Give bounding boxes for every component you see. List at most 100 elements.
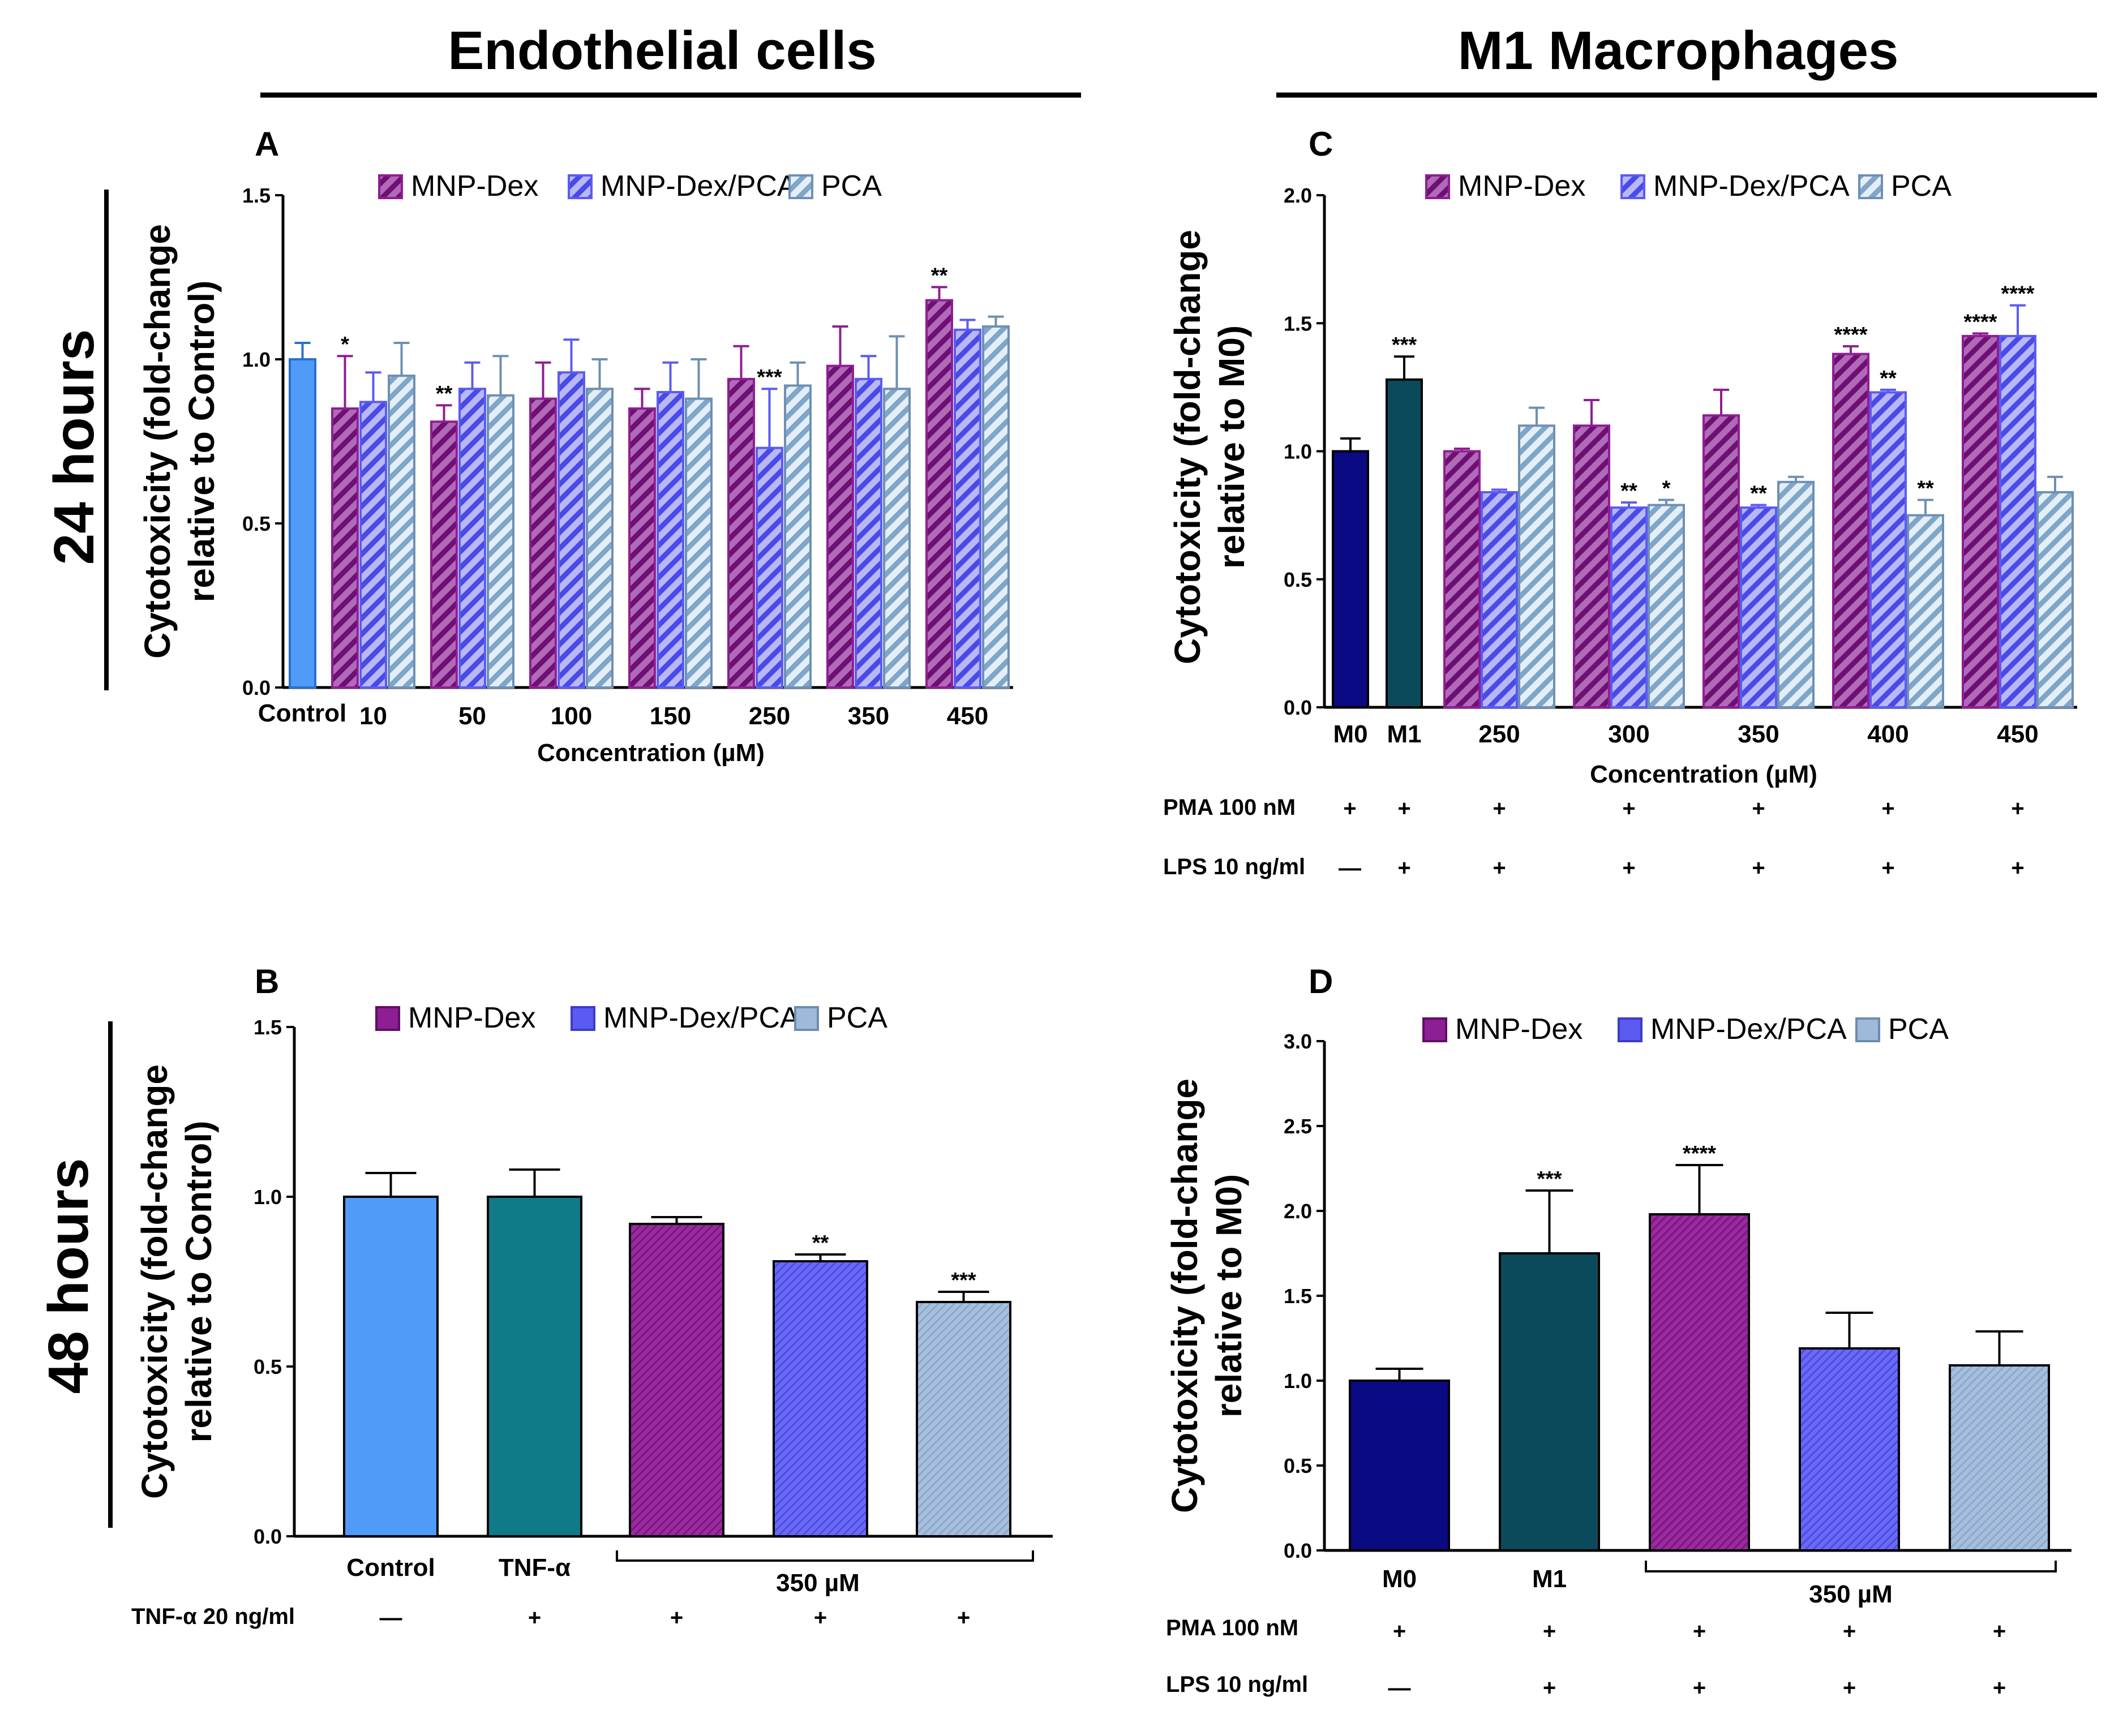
bar xyxy=(1740,506,1777,708)
treatment-mark: — xyxy=(1388,1675,1411,1700)
bar xyxy=(1443,450,1481,708)
legend-swatch xyxy=(1858,174,1883,199)
bar xyxy=(458,388,486,689)
panel-label-c: C xyxy=(1309,125,1333,163)
significance-label: ** xyxy=(1880,367,1897,390)
bar xyxy=(487,394,514,689)
y-tick-label: 1.5 xyxy=(1284,1284,1312,1308)
svg-text:24 hours: 24 hours xyxy=(42,329,106,565)
bar xyxy=(1777,480,1815,708)
y-axis-title-line2: relative to M0) xyxy=(1211,325,1252,569)
time-label-24h: 24 hours xyxy=(42,329,106,565)
bar xyxy=(954,328,981,689)
significance-label: *** xyxy=(757,366,782,389)
y-axis-title: Cytotoxicity (fold-change relative to M0) xyxy=(1167,230,1252,664)
y-tick-label: 0.0 xyxy=(254,1525,282,1548)
legend-label: MNP-Dex/PCA xyxy=(1650,1013,1847,1046)
x-category-label: 450 xyxy=(947,702,988,730)
bar xyxy=(855,377,882,689)
treatment-mark: + xyxy=(1993,1675,2006,1700)
bar xyxy=(359,401,387,689)
treatment-mark: + xyxy=(1752,796,1765,821)
significance-label: **** xyxy=(1963,310,1997,334)
x-category-label: Control xyxy=(258,699,346,727)
treatment-mark: + xyxy=(1881,856,1894,880)
bar xyxy=(343,1196,439,1537)
treatment-mark: + xyxy=(1543,1675,1556,1700)
treatment-mark: + xyxy=(1843,1619,1856,1644)
legend-label: MNP-Dex/PCA xyxy=(601,170,797,203)
bar xyxy=(586,388,614,689)
significance-label: ** xyxy=(1917,476,1934,500)
y-tick-label: 1.0 xyxy=(254,1185,282,1209)
x-category-label: 250 xyxy=(749,702,790,730)
y-tick-label: 1.0 xyxy=(1284,440,1312,463)
treatment-mark: — xyxy=(380,1605,402,1630)
treatment-label: PMA 100 nM xyxy=(1166,1615,1298,1640)
bar xyxy=(773,1260,868,1537)
time-label-48h: 48 hours xyxy=(37,1158,100,1394)
bar xyxy=(685,397,713,689)
bar xyxy=(388,375,415,689)
bar xyxy=(529,397,557,689)
x-axis-title: Concentration (µM) xyxy=(1590,760,1817,788)
bar xyxy=(628,407,656,689)
bar xyxy=(982,325,1010,689)
y-tick-label: 2.5 xyxy=(1284,1115,1312,1138)
legend-label: MNP-Dex xyxy=(408,1002,535,1034)
legend-swatch xyxy=(1618,1017,1642,1042)
legend-swatch xyxy=(375,1006,400,1031)
bar xyxy=(1481,491,1518,709)
bracket-label: 350 µM xyxy=(776,1569,860,1597)
y-axis-title-line2: relative to M0) xyxy=(1208,1174,1249,1417)
significance-label: **** xyxy=(1683,1142,1716,1166)
bar xyxy=(1869,391,1907,708)
significance-label: ** xyxy=(931,264,948,287)
y-tick-label: 0.0 xyxy=(242,676,271,699)
x-category-label: 350 xyxy=(1738,720,1779,748)
bar xyxy=(883,388,911,689)
significance-label: ** xyxy=(436,382,453,406)
bar xyxy=(1386,378,1423,708)
bracket-label: 350 µM xyxy=(1809,1580,1893,1608)
legend-swatch xyxy=(1425,174,1450,199)
y-tick-label: 1.0 xyxy=(1284,1369,1312,1393)
x-category-label: 150 xyxy=(650,702,691,730)
treatment-mark: + xyxy=(1843,1675,1856,1700)
bar xyxy=(1349,1380,1450,1552)
bar xyxy=(1832,353,1869,708)
treatment-label: LPS 10 ng/ml xyxy=(1166,1672,1308,1697)
treatment-mark: + xyxy=(1397,856,1410,880)
panel-c: C 0.0 0.5 1.0 1.5 2.0 Cytotoxicity (fold-chan… xyxy=(1163,125,2077,880)
panel-label-a: A xyxy=(255,125,279,163)
legend-swatch xyxy=(1422,1017,1447,1042)
significance-label: **** xyxy=(2001,282,2034,306)
legend-swatch xyxy=(1620,174,1645,199)
significance-label: *** xyxy=(1392,333,1417,357)
bracket xyxy=(1645,1561,2057,1572)
y-tick-label: 1.5 xyxy=(254,1016,282,1039)
bar xyxy=(1962,334,1999,708)
significance-label: *** xyxy=(1537,1167,1562,1191)
x-category-label: M0 xyxy=(1382,1565,1417,1593)
y-axis-title-line1: Cytotoxicity (fold-change xyxy=(1164,1078,1205,1513)
y-axis-title-line1: Cytotoxicity (fold-change xyxy=(134,1064,175,1499)
significance-label: * xyxy=(1662,476,1671,500)
significance-label: * xyxy=(341,333,349,356)
bar xyxy=(331,407,359,689)
legend-label: MNP-Dex/PCA xyxy=(603,1002,800,1034)
bar xyxy=(1799,1347,1900,1552)
x-category-label: 10 xyxy=(359,702,387,730)
bar xyxy=(784,384,812,689)
treatment-mark: + xyxy=(1993,1619,2006,1644)
treatment-mark: + xyxy=(1393,1619,1406,1644)
y-axis-title-line1: Cytotoxicity (fold-change xyxy=(137,224,178,659)
treatment-mark: + xyxy=(1752,856,1765,880)
y-axis-title-line1: Cytotoxicity (fold-change xyxy=(1167,230,1208,664)
y-tick-label: 0.5 xyxy=(242,512,271,535)
y-tick-label: 3.0 xyxy=(1284,1030,1312,1053)
y-tick-label: 1.0 xyxy=(242,348,271,371)
x-category-label: 400 xyxy=(1867,720,1909,748)
y-axis-title-line2: relative to Control) xyxy=(181,281,222,603)
y-axis-title: Cytotoxicity (fold-change relative to Con… xyxy=(137,224,222,659)
